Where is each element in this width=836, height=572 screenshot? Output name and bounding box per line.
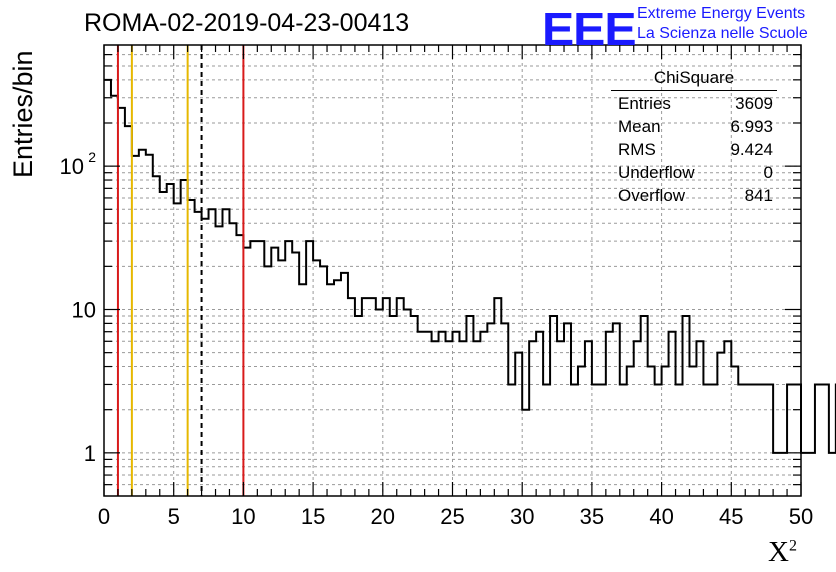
x-tick-label: 40	[649, 504, 673, 529]
x-tick-label: 25	[440, 504, 464, 529]
x-tick-label: 50	[789, 504, 813, 529]
x-tick-label: 30	[510, 504, 534, 529]
x-tick-label: 0	[98, 504, 110, 529]
stats-value: 9.424	[730, 140, 773, 159]
stats-value: 0	[763, 163, 773, 182]
stats-label: Mean	[618, 117, 661, 136]
x-tick-label: 5	[168, 504, 180, 529]
eee-logo: EEE	[542, 3, 637, 55]
axes	[103, 44, 802, 497]
x-tick-label: 15	[301, 504, 325, 529]
stats-label: Entries	[618, 94, 671, 113]
chart-title: ROMA-02-2019-04-23-00413	[84, 9, 410, 37]
x-axis-symbol: X	[768, 536, 789, 568]
x-tick-labels: 0 5 10 15 20 25 30 35 40 45 50	[98, 504, 813, 529]
stats-box: ChiSquare Entries 3609 Mean 6.993 RMS 9.…	[611, 68, 777, 207]
y-axis-label: Entries/bin	[8, 50, 38, 178]
y-tick-label: 1	[84, 441, 96, 466]
stats-label: Underflow	[618, 163, 695, 182]
x-axis-superscript: 2	[788, 537, 797, 555]
stats-label: RMS	[618, 140, 656, 159]
reference-lines	[116, 45, 245, 496]
grid-lines	[104, 45, 801, 496]
logo-line-2: La Scienza nelle Scuole	[637, 25, 808, 42]
logo-line-1: Extreme Energy Events	[637, 5, 806, 22]
y-tick-label: 10	[72, 297, 96, 322]
stats-row-entries: Entries 3609	[611, 92, 777, 115]
y-tick-label: 10	[60, 154, 84, 179]
stats-row-mean: Mean 6.993	[611, 115, 777, 138]
x-tick-label: 45	[719, 504, 743, 529]
stats-value: 841	[744, 186, 773, 205]
stats-label: Overflow	[618, 186, 686, 205]
x-tick-label: 10	[231, 504, 255, 529]
x-tick-label: 35	[580, 504, 604, 529]
y-tick-label-exponent: 2	[88, 149, 96, 165]
x-axis-label: X2	[768, 536, 797, 569]
stats-row-underflow: Underflow 0	[611, 161, 777, 184]
x-tick-label: 20	[371, 504, 395, 529]
stats-value: 6.993	[730, 117, 773, 136]
stats-value: 3609	[735, 94, 773, 113]
stats-title: ChiSquare	[611, 68, 777, 91]
stats-row-overflow: Overflow 841	[611, 184, 777, 207]
stats-row-rms: RMS 9.424	[611, 138, 777, 161]
